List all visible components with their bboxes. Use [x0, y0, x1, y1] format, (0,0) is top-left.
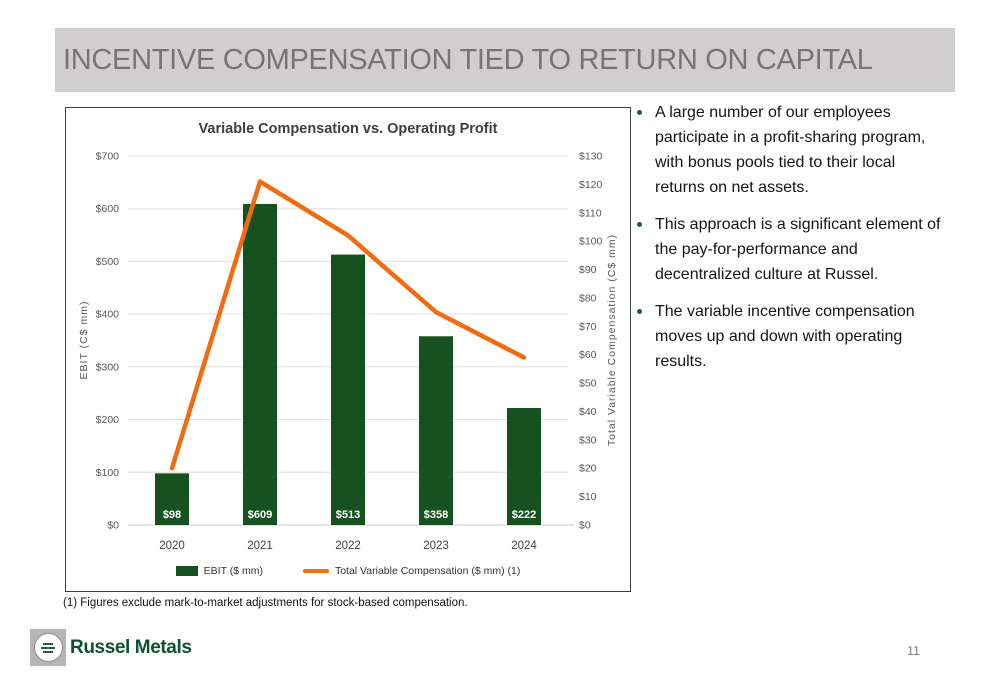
combo-chart-plot: $0 $100 $200 $300 $400 $500 $600 $700 $0 $10 $20 $3…	[96, 151, 603, 553]
slide-title: INCENTIVE COMPENSATION TIED TO RETURN ON…	[63, 43, 873, 76]
category-label: 2021	[247, 540, 273, 552]
slide-title-banner: INCENTIVE COMPENSATION TIED TO RETURN ON…	[55, 28, 955, 92]
right-axis-tick: $110	[579, 207, 602, 219]
bullet-text: This approach is a significant element o…	[655, 216, 941, 283]
legend-bar-label: EBIT ($ mm)	[203, 565, 263, 577]
bullet-text: The variable incentive compensation move…	[655, 303, 915, 370]
right-axis-tick: $120	[579, 179, 603, 191]
bullet-text: A large number of our employees particip…	[655, 104, 926, 196]
right-axis-tick: $50	[579, 378, 597, 390]
category-label: 2020	[159, 540, 185, 552]
ebit-bar-2023	[419, 336, 453, 525]
bar-value-label: $222	[512, 509, 536, 521]
category-label: 2024	[511, 540, 537, 552]
bullet-dot	[637, 110, 642, 115]
right-axis-tick: $30	[579, 434, 597, 446]
chart-legend: EBIT ($ mm) Total Variable Compensation …	[66, 565, 630, 577]
bar-value-label: $513	[336, 509, 360, 521]
category-label: 2022	[335, 540, 361, 552]
bar-value-label: $358	[424, 509, 448, 521]
company-logo: Russel Metals	[30, 629, 192, 666]
left-axis-tick: $200	[96, 414, 120, 426]
bullet-list: A large number of our employees particip…	[634, 100, 942, 386]
legend-line-swatch	[302, 569, 329, 573]
right-axis-tick: $40	[579, 406, 597, 418]
chart-panel: Variable Compensation vs. Operating Prof…	[65, 107, 631, 592]
left-axis-tick: $300	[96, 361, 120, 373]
right-axis-tick: $100	[579, 236, 603, 248]
left-axis-tick: $700	[96, 151, 120, 163]
ebit-bar-2020	[155, 473, 189, 525]
bullet-dot	[637, 309, 642, 314]
legend-bar-swatch	[175, 566, 198, 576]
bullet-dot	[637, 222, 642, 227]
right-axis-tick: $70	[579, 321, 597, 333]
bar-value-label: $98	[163, 509, 181, 521]
left-axis-tick: $500	[96, 256, 120, 268]
left-axis-tick: $400	[96, 309, 120, 321]
right-axis-tick: $60	[579, 349, 597, 361]
right-axis-tick: $0	[579, 520, 591, 532]
ebit-bar-2022	[331, 254, 365, 525]
right-axis-tick: $130	[579, 151, 603, 163]
bar-value-label: $609	[248, 509, 272, 521]
chart-title: Variable Compensation vs. Operating Prof…	[198, 121, 498, 137]
bullet-item: This approach is a significant element o…	[634, 212, 942, 287]
ebit-bar-2021	[243, 203, 277, 525]
right-axis-tick: $90	[579, 264, 597, 276]
bullet-item: The variable incentive compensation move…	[634, 299, 942, 374]
footnote: (1) Figures exclude mark-to-market adjus…	[63, 597, 468, 609]
logo-wordmark: Russel Metals	[70, 636, 192, 658]
ebit-bar-2024	[507, 407, 541, 525]
left-axis-tick: $100	[96, 467, 120, 479]
variable-compensation-line	[169, 179, 527, 471]
left-axis-tick: $0	[107, 520, 119, 532]
right-axis-tick: $10	[579, 491, 597, 503]
legend-line-label: Total Variable Compensation ($ mm) (1)	[334, 565, 521, 577]
globe-icon	[30, 629, 66, 666]
right-axis-tick: $20	[579, 463, 597, 475]
right-axis-tick: $80	[579, 292, 597, 304]
page-number: 11	[907, 644, 920, 658]
category-label: 2023	[423, 540, 449, 552]
left-axis-tick: $600	[96, 203, 120, 215]
bullet-item: A large number of our employees particip…	[634, 100, 942, 200]
